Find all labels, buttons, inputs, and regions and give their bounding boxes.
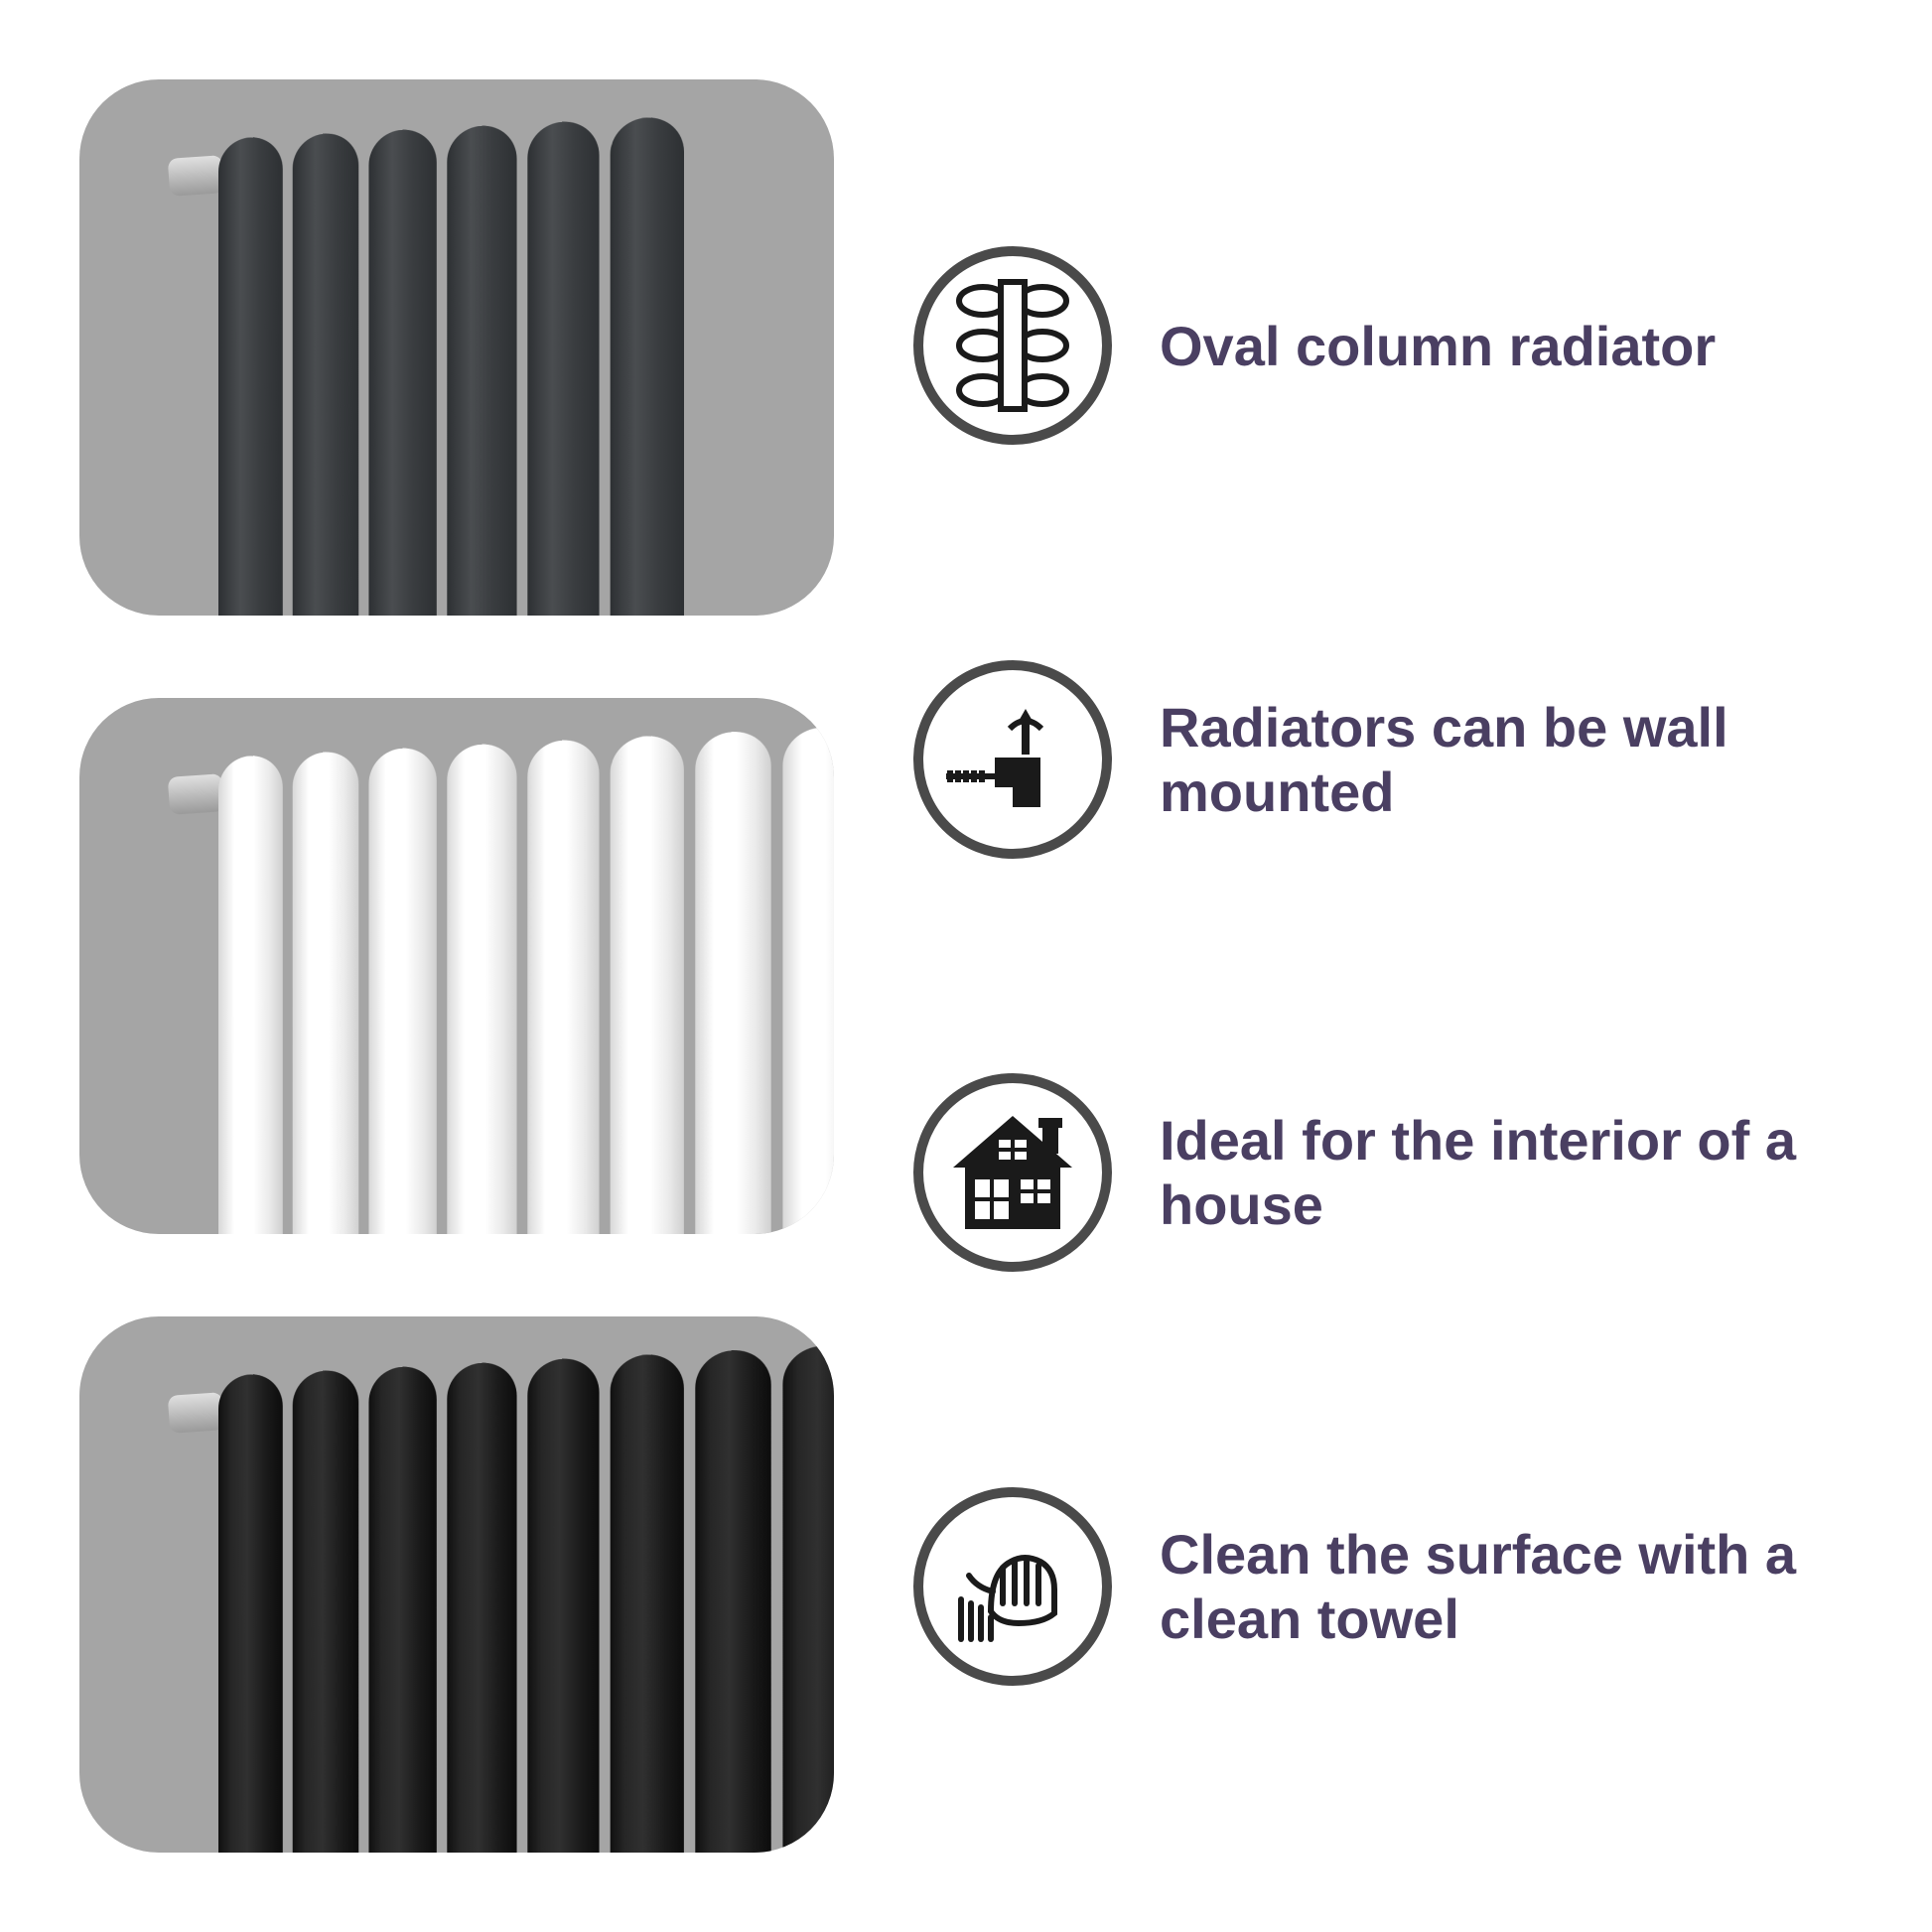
product-images-column [79,79,834,1853]
feature-label: Ideal for the interior of a house [1160,1108,1872,1237]
feature-label: Radiators can be wall mounted [1160,695,1872,824]
feature-oval-column: Oval column radiator [913,246,1872,445]
radiator-black [218,1344,834,1853]
product-card-black [79,1316,834,1853]
feature-label: Clean the surface with a clean towel [1160,1522,1872,1651]
radiator-cap [168,155,225,197]
oval-columns-icon [913,246,1112,445]
radiator-anthracite [218,116,684,616]
radiator-white [218,726,834,1234]
feature-label: Oval column radiator [1160,314,1716,378]
radiator-cap [168,1392,225,1434]
radiator-cap [168,773,225,815]
feature-wall-mount: Radiators can be wall mounted [913,660,1872,859]
product-card-anthracite [79,79,834,616]
product-card-white [79,698,834,1234]
wall-mount-icon [913,660,1112,859]
house-icon [913,1073,1112,1272]
infographic-container: Oval column radiator [0,0,1932,1932]
clean-towel-icon [913,1487,1112,1686]
feature-clean: Clean the surface with a clean towel [913,1487,1872,1686]
feature-house: Ideal for the interior of a house [913,1073,1872,1272]
features-column: Oval column radiator [913,79,1872,1853]
